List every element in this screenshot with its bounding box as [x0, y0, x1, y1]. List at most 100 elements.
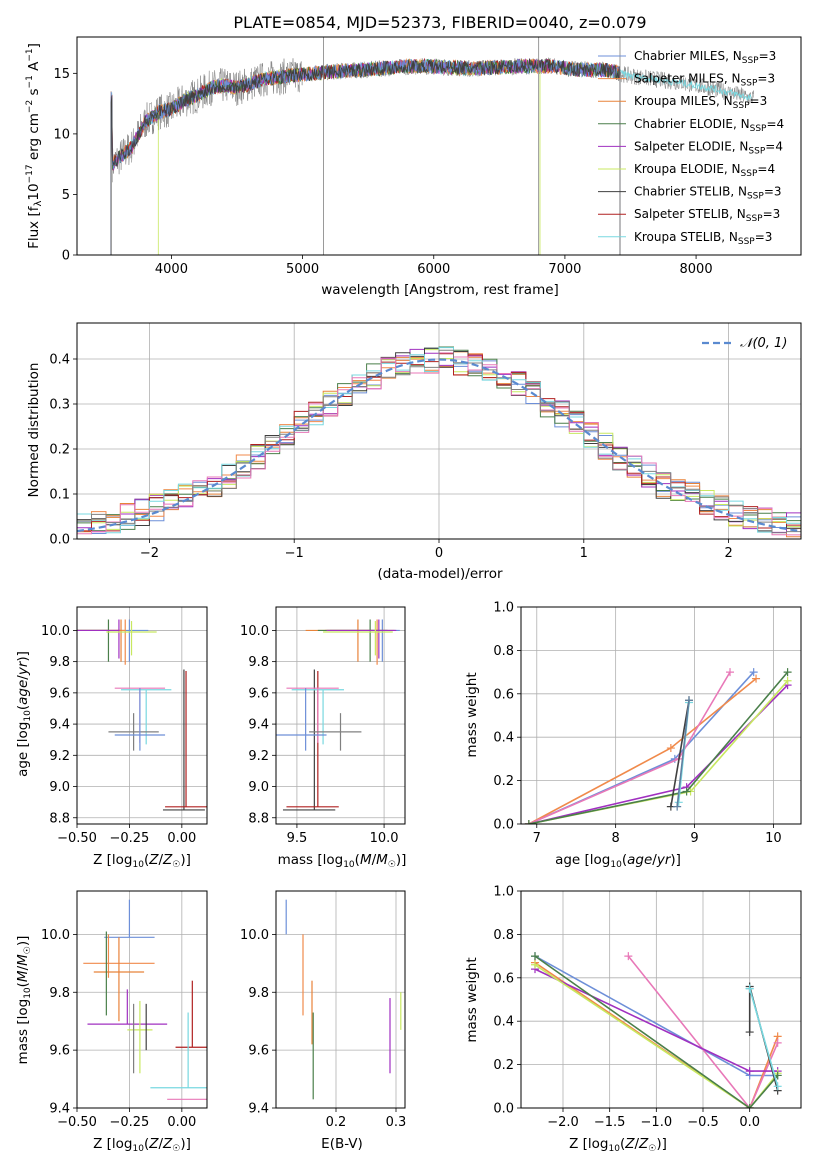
- y-tick-label: 0.4: [493, 731, 514, 746]
- y-tick-label: 0.2: [49, 443, 70, 458]
- y-tick-label: 9.8: [49, 986, 70, 1001]
- gaussian-curve: [77, 358, 801, 533]
- y-tick-label: 15: [53, 67, 70, 82]
- y-tick-label: 0.3: [49, 398, 70, 413]
- gaussian-legend-label: 𝒩(0, 1): [740, 336, 787, 351]
- p5-xlabel: age [log10(age/yr)]: [555, 852, 681, 870]
- x-tick-label: −0.5: [687, 1115, 719, 1130]
- axes-frame: [76, 890, 208, 1109]
- legend-label: Kroupa STELIB, NSSP=3: [634, 230, 772, 247]
- y-tick-label: 9.6: [49, 1044, 70, 1059]
- y-tick-label: 1.0: [493, 885, 514, 900]
- y-tick-label: 10.0: [240, 928, 269, 943]
- x-tick-label: 0.2: [326, 1115, 347, 1130]
- spectrum-ylabel: Flux [fλ10−17 erg cm−2 s−1 A−1]: [25, 43, 44, 249]
- legend-value: =3: [763, 207, 781, 221]
- y-tick-label: 9.8: [248, 655, 269, 670]
- residual-histogram: [77, 349, 801, 538]
- weight-line: [676, 700, 690, 807]
- y-tick-label: 9.4: [248, 1102, 269, 1117]
- weight-marker: [624, 952, 633, 961]
- weight-marker: [773, 1082, 782, 1091]
- x-tick-label: 6000: [417, 262, 450, 277]
- age-vs-metallicity-panel: Z [log10(Z/Z☉)] age [log10(age/yr)] −0.5…: [15, 606, 208, 870]
- spectrum-traces: [110, 37, 755, 255]
- hist-ylabel: Normed distribution: [26, 363, 42, 498]
- legend-label: Kroupa ELODIE, NSSP=4: [634, 162, 775, 179]
- legend-value: =3: [757, 72, 775, 86]
- x-tick-label: −0.50: [57, 831, 97, 846]
- x-tick-label: −0.50: [57, 1115, 97, 1130]
- spectrum-title: PLATE=0854, MJD=52373, FIBERID=0040, z=0…: [233, 13, 646, 32]
- x-tick-label: 8: [612, 831, 620, 846]
- x-tick-label: 1: [580, 546, 588, 561]
- y-tick-label: 9.8: [49, 655, 70, 670]
- weight-line: [670, 700, 690, 807]
- axes-frame: [275, 606, 406, 825]
- y-tick-label: 9.4: [49, 1102, 70, 1117]
- y-tick-label: 10.0: [240, 624, 269, 639]
- weight-marker: [745, 984, 754, 993]
- x-tick-label: 9.5: [287, 831, 308, 846]
- weight-marker: [783, 676, 792, 685]
- p3-xlabel: Z [log10(Z/Z☉)]: [93, 852, 191, 870]
- y-tick-label: 9.0: [49, 780, 70, 795]
- x-tick-label: 10.0: [370, 831, 399, 846]
- weight-line: [748, 988, 779, 1087]
- x-tick-label: −2: [140, 546, 159, 561]
- x-tick-label: −2.0: [547, 1115, 579, 1130]
- y-tick-label: 0.0: [49, 533, 70, 548]
- weight-marker: [524, 820, 533, 824]
- y-tick-label: 0.4: [493, 1015, 514, 1030]
- y-tick-label: 0.0: [493, 818, 514, 833]
- x-tick-label: 4000: [155, 262, 188, 277]
- y-tick-label: 8.8: [49, 811, 70, 826]
- model-spectrum: [110, 58, 621, 255]
- age-vs-mass-panel: mass [log10(M/M☉)] 9.5 10.0 8.8 9.0 9.2 9.4 9.…: [240, 606, 407, 870]
- subscript: SSP: [741, 169, 758, 179]
- y-tick-label: 10.0: [41, 624, 70, 639]
- weight-marker: [726, 668, 735, 677]
- residual-histogram-panel: (data-model)/error Normed distribution −…: [26, 322, 802, 582]
- y-tick-label: 0.4: [49, 353, 70, 368]
- histograms: [77, 346, 801, 538]
- weight-marker: [783, 668, 792, 677]
- legend-label: Chabrier ELODIE, NSSP=4: [634, 117, 784, 134]
- y-tick-label: 10: [53, 127, 70, 142]
- x-tick-label: 0: [435, 546, 443, 561]
- subscript: SSP: [748, 146, 765, 156]
- axes-frame: [520, 890, 802, 1109]
- weight-marker: [773, 1038, 782, 1047]
- y-tick-label: 0.2: [493, 1058, 514, 1073]
- x-tick-label: 8000: [680, 262, 713, 277]
- legend-value: =4: [757, 162, 775, 176]
- axes-frame: [76, 322, 802, 540]
- y-tick-label: 9.2: [248, 749, 269, 764]
- errorbars: [276, 619, 400, 811]
- y-tick-label: 0.1: [49, 488, 70, 503]
- mass-weight-vs-metallicity-panel: Z [log10(Z/Z☉)] mass weight −2.0 −1.5 −1.0…: [464, 885, 802, 1154]
- mass-weight-vs-age-panel: age [log10(age/yr)] mass weight 7 8 9 10 0.0…: [464, 601, 802, 870]
- errorbars: [77, 619, 207, 811]
- weight-marker: [749, 668, 758, 677]
- axes-frame: [76, 606, 208, 825]
- y-tick-label: 0.8: [493, 928, 514, 943]
- subscript: SSP: [733, 101, 750, 111]
- subscript: SSP: [742, 56, 759, 66]
- p4-xlabel: mass [log10(M/M☉)]: [278, 852, 407, 870]
- legend-label: Chabrier STELIB, NSSP=3: [634, 185, 782, 202]
- p3-ylabel: age [log10(age/yr)]: [15, 651, 33, 777]
- weight-lines: [524, 668, 792, 824]
- y-tick-label: 0: [62, 249, 70, 264]
- p7-xlabel: E(B-V): [321, 1136, 363, 1152]
- y-tick-label: 9.4: [248, 718, 269, 733]
- x-tick-label: 7: [533, 831, 541, 846]
- weight-line: [534, 961, 779, 1108]
- p8-ylabel: mass weight: [464, 957, 480, 1042]
- subscript: SSP: [738, 237, 755, 247]
- subscript: SSP: [741, 79, 758, 89]
- x-tick-label: 0.3: [386, 1115, 407, 1130]
- weight-marker: [745, 1067, 754, 1076]
- weight-lines: [531, 952, 782, 1108]
